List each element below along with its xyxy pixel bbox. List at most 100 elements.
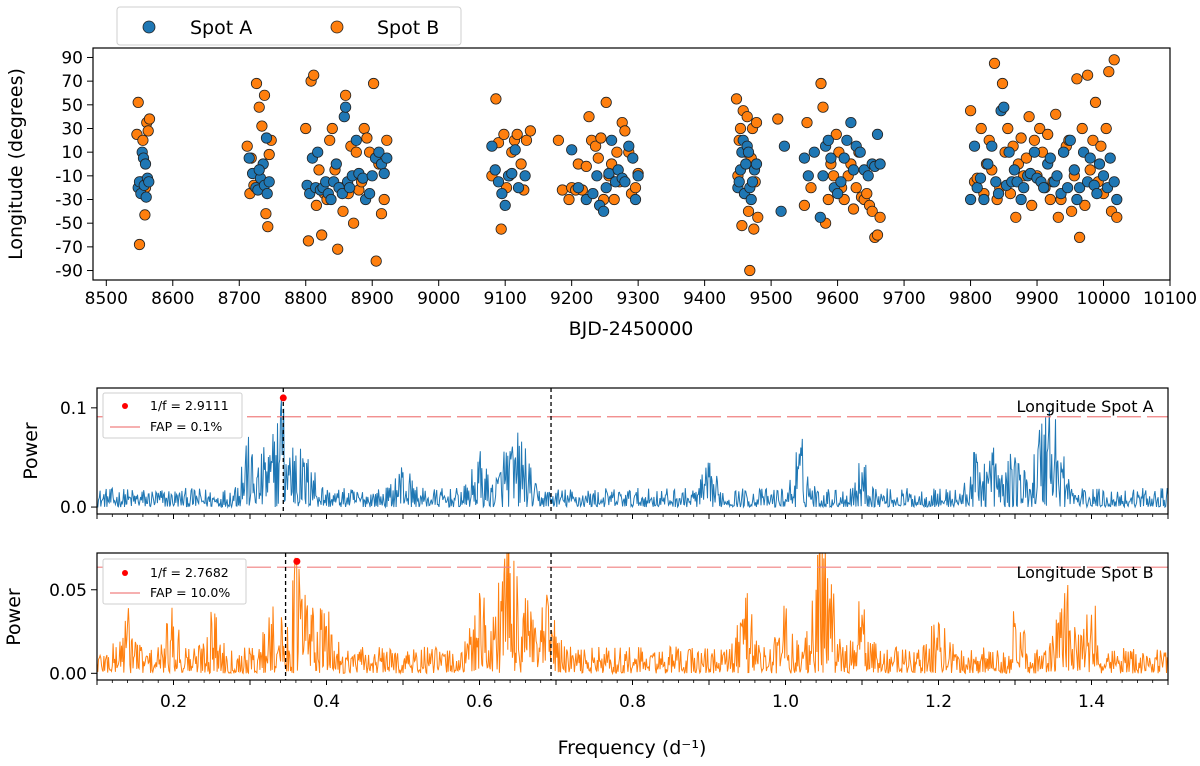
spot-a-point bbox=[512, 182, 525, 194]
spot-a-point bbox=[509, 144, 521, 156]
spot-b-point bbox=[515, 158, 527, 170]
spot-b-point bbox=[742, 205, 755, 217]
spot-b-point bbox=[1100, 122, 1112, 135]
x-tick-label: 0.2 bbox=[160, 692, 187, 712]
spot-b-point bbox=[498, 128, 510, 140]
spot-b-point bbox=[347, 217, 360, 229]
spot-a-point bbox=[591, 170, 603, 182]
spot-a-point bbox=[566, 144, 578, 156]
spot-b-point bbox=[600, 96, 612, 109]
spot-a-point bbox=[1062, 182, 1074, 194]
scatter-legend-box bbox=[116, 6, 462, 46]
x-tick-label: 8800 bbox=[284, 289, 327, 309]
spot-a-point bbox=[499, 199, 511, 211]
spot-b-point bbox=[801, 117, 813, 129]
spot-b-point bbox=[822, 193, 834, 206]
y-tick-label: 10 bbox=[61, 143, 83, 163]
periodogram-spot-b-y-label: Power bbox=[3, 588, 25, 646]
spot-b-point bbox=[367, 77, 380, 90]
spot-b-point bbox=[736, 220, 748, 232]
spot-b-point bbox=[302, 235, 314, 247]
periodogram-spot-b-legend: 1/f = 2.7682 FAP = 10.0% bbox=[102, 558, 247, 605]
x-tick-label: 10100 bbox=[1143, 289, 1197, 309]
y-tick-label: 30 bbox=[61, 119, 83, 139]
spot-a-point bbox=[745, 193, 757, 206]
spot-a-point bbox=[261, 188, 273, 200]
spot-b-point bbox=[1103, 66, 1115, 78]
spot-a-point bbox=[373, 146, 385, 158]
spot-b-point bbox=[975, 122, 987, 135]
spot-b-point bbox=[847, 203, 860, 215]
spot-b-point bbox=[1074, 231, 1086, 243]
spot-a-point bbox=[1015, 193, 1027, 206]
spot-b-point bbox=[378, 193, 390, 206]
periodogram-spot-a-title: Longitude Spot A bbox=[1016, 397, 1153, 416]
spot-a-point bbox=[587, 188, 599, 200]
y-tick-label: -50 bbox=[55, 214, 83, 234]
spot-b-point bbox=[133, 238, 146, 251]
x-tick-label: 1.2 bbox=[925, 692, 952, 712]
periodogram-spot-a-x-ticks bbox=[96, 514, 1169, 519]
legend-period-spot-b: 1/f = 2.7682 bbox=[150, 565, 229, 580]
spot-b-point bbox=[850, 182, 862, 194]
spot-b-point bbox=[583, 111, 595, 123]
periodogram-spot-b-y-ticks: 0.00 0.05 bbox=[49, 581, 97, 684]
spot-a-point bbox=[814, 211, 826, 223]
spot-b-point bbox=[552, 134, 565, 146]
spot-a-point bbox=[974, 172, 987, 184]
spot-a-point bbox=[339, 101, 352, 113]
spot-b-point bbox=[332, 243, 344, 255]
legend-fap-spot-b: FAP = 10.0% bbox=[150, 585, 230, 600]
spot-b-point bbox=[996, 77, 1009, 90]
spot-a-point bbox=[874, 158, 886, 170]
spot-a-point bbox=[1008, 164, 1021, 176]
spot-b-point bbox=[1087, 134, 1099, 146]
spot-b-point bbox=[1095, 140, 1107, 152]
spot-b-point bbox=[375, 208, 388, 220]
spot-a-point bbox=[496, 188, 508, 200]
spot-b-point bbox=[871, 229, 884, 241]
y-tick-label: 0.0 bbox=[60, 498, 87, 518]
x-tick-label: 9500 bbox=[749, 289, 792, 309]
legend-label-spot-a: Spot A bbox=[190, 17, 252, 39]
x-tick-label: 0.4 bbox=[313, 692, 340, 712]
spot-b-point bbox=[142, 125, 154, 137]
spot-b-point bbox=[1034, 122, 1046, 135]
spot-b-point bbox=[1015, 132, 1027, 144]
periodogram-spot-b-panel: 0.2 0.4 0.6 0.8 1.0 1.2 1.4 0.00 0.05 Power Fre… bbox=[3, 552, 1169, 759]
spot-a-point bbox=[854, 146, 866, 158]
spot-a-point bbox=[982, 158, 994, 170]
spot-b-point bbox=[734, 122, 747, 135]
periodogram-x-axis-label: Frequency (d⁻¹) bbox=[558, 737, 707, 759]
spot-b-point bbox=[524, 125, 537, 137]
spot-b-point bbox=[830, 128, 842, 140]
spot-a-point bbox=[862, 170, 874, 182]
spot-b-point bbox=[563, 193, 575, 206]
spot-a-point bbox=[623, 140, 635, 152]
spot-b-point bbox=[324, 134, 336, 146]
spot-b-point bbox=[1071, 73, 1083, 85]
spot-b-point bbox=[370, 255, 382, 267]
spot-b-point bbox=[358, 122, 370, 135]
spot-b-point bbox=[1076, 122, 1088, 135]
spot-b-point bbox=[250, 77, 263, 90]
y-tick-label: 0.00 bbox=[49, 664, 87, 684]
spot-a-point bbox=[1051, 170, 1063, 182]
spot-a-point bbox=[1097, 170, 1110, 182]
scatter-y-ticks: 90 70 50 30 10 -10 -30 -50 -70 -90 bbox=[55, 48, 93, 282]
spot-b-point bbox=[339, 89, 352, 101]
spot-a-point bbox=[825, 152, 837, 164]
spot-b-point bbox=[619, 125, 631, 137]
spot-a-point bbox=[253, 164, 265, 176]
y-tick-label: 0.05 bbox=[49, 581, 87, 601]
periodogram-spot-b-title: Longitude Spot B bbox=[1016, 563, 1153, 582]
spot-b-point bbox=[1028, 134, 1041, 146]
spot-a-point bbox=[798, 152, 811, 164]
spot-a-point bbox=[978, 193, 990, 206]
spot-b-point bbox=[629, 182, 642, 194]
spot-a-point bbox=[841, 134, 853, 146]
spot-b-point bbox=[137, 134, 149, 146]
spot-a-point bbox=[263, 176, 275, 188]
spot-a-point bbox=[338, 111, 350, 123]
legend-peak-marker-spot-a bbox=[122, 403, 128, 409]
